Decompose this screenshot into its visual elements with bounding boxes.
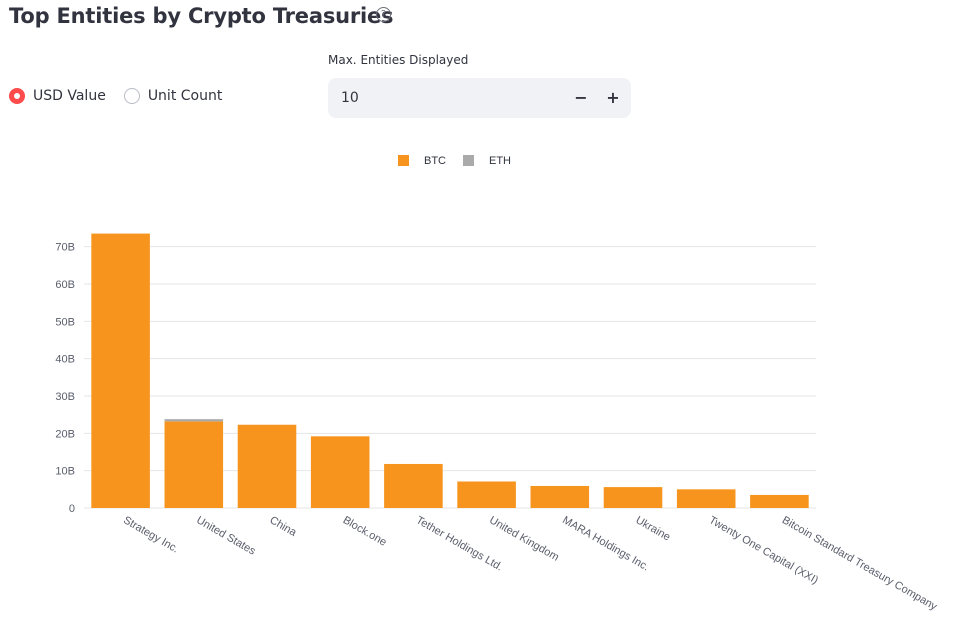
bar-btc [530, 485, 590, 508]
page-title: Top Entities by Crypto Treasuries [9, 4, 394, 28]
x-tick-label: Block.one [341, 514, 389, 549]
y-tick-label: 70B [55, 242, 75, 254]
bar-btc [237, 424, 297, 508]
y-tick-label: 0 [69, 503, 75, 515]
bar-btc [310, 436, 370, 508]
y-tick-label: 20B [55, 428, 75, 440]
x-tick-label: United Kingdom [487, 514, 561, 564]
bar-btc [676, 489, 736, 508]
y-tick-label: 10B [55, 466, 75, 478]
legend-label-btc: BTC [424, 155, 446, 167]
max-entities-label: Max. Entities Displayed [328, 53, 469, 67]
legend-swatch-btc [398, 155, 409, 166]
legend-label-eth: ETH [489, 155, 511, 167]
max-entities-input[interactable]: 10 [341, 90, 359, 106]
x-tick-label: Strategy Inc. [121, 514, 180, 555]
legend-swatch-eth [463, 155, 474, 166]
radio-selected-icon [9, 88, 25, 104]
x-tick-label: Ukraine [634, 514, 673, 543]
decrement-button[interactable]: − [574, 88, 588, 107]
y-tick-label: 50B [55, 316, 75, 328]
bar-btc [750, 494, 809, 508]
radio-unselected-icon [123, 88, 140, 104]
bar-btc [603, 487, 663, 508]
bar-btc [384, 463, 443, 508]
radio-usd-value[interactable]: USD Value [9, 88, 106, 104]
radio-unit-count[interactable]: Unit Count [123, 88, 223, 104]
y-tick-label: 40B [55, 354, 75, 366]
bar-btc [164, 421, 224, 508]
increment-button[interactable]: + [606, 88, 620, 107]
y-tick-label: 60B [55, 279, 75, 291]
radio-usd-value-label: USD Value [33, 88, 106, 104]
bar-eth [164, 419, 224, 422]
help-icon[interactable]: ? [376, 7, 391, 22]
x-tick-label: United States [194, 514, 258, 558]
max-entities-stepper: 10 − + [328, 78, 631, 118]
bar-btc [91, 233, 150, 508]
x-tick-label: China [268, 514, 300, 539]
x-tick-label: Bitcoin Standard Treasury Company [780, 514, 939, 613]
y-tick-label: 30B [55, 391, 75, 403]
radio-unit-count-label: Unit Count [147, 88, 223, 104]
metric-radio-group: USD Value Unit Count [9, 88, 222, 104]
bar-btc [457, 481, 516, 508]
